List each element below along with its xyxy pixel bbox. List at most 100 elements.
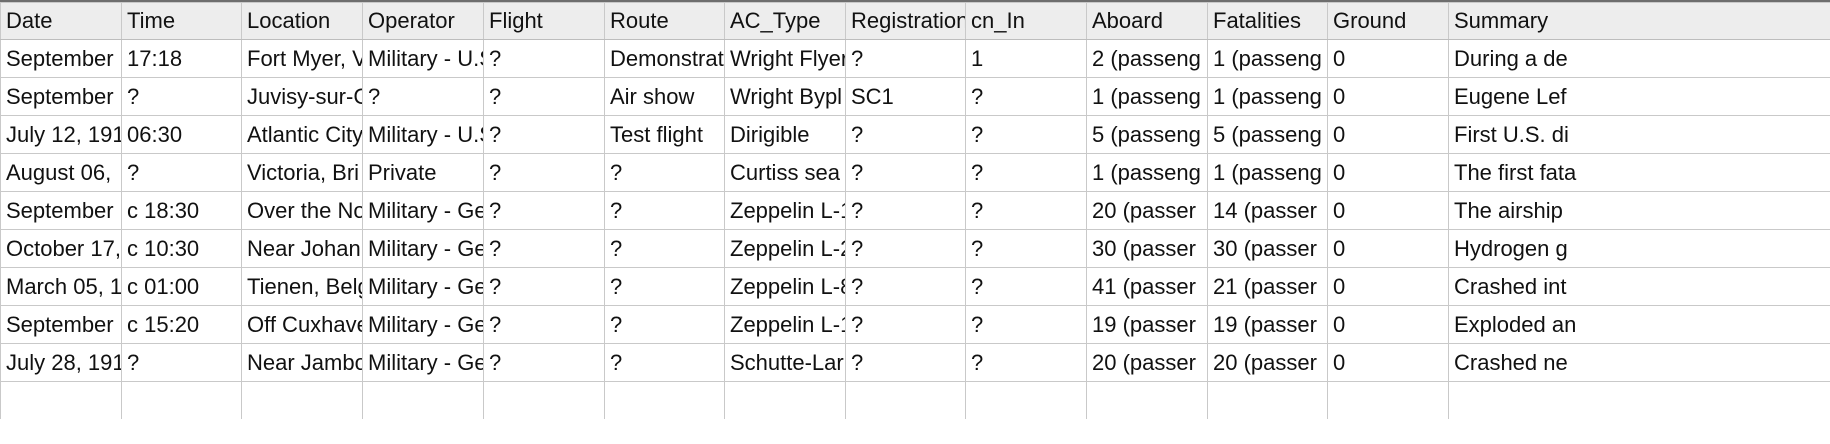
cell-flight[interactable]: ? [483, 343, 605, 382]
cell-fatalities[interactable]: 1 (passeng [1207, 77, 1328, 116]
column-header-route[interactable]: Route [604, 2, 725, 40]
cell-ac-type[interactable]: Wright Bypl [724, 77, 846, 116]
cell-fatalities[interactable]: 1 (passeng [1207, 153, 1328, 192]
cell-date[interactable] [0, 381, 122, 419]
cell-flight[interactable] [483, 381, 605, 419]
cell-time[interactable]: c 15:20 [121, 305, 242, 344]
cell-ac-type[interactable]: Zeppelin L-1 [724, 305, 846, 344]
cell-registration[interactable]: ? [845, 267, 966, 306]
cell-time[interactable]: ? [121, 343, 242, 382]
cell-time[interactable]: c 10:30 [121, 229, 242, 268]
column-header-operator[interactable]: Operator [362, 2, 484, 40]
cell-summary[interactable]: Exploded an [1448, 305, 1830, 344]
cell-registration[interactable]: SC1 [845, 77, 966, 116]
cell-fatalities[interactable]: 14 (passer [1207, 191, 1328, 230]
cell-aboard[interactable]: 20 (passer [1086, 343, 1208, 382]
column-header-registration[interactable]: Registration [845, 2, 966, 40]
cell-location[interactable] [241, 381, 363, 419]
cell-time[interactable]: 17:18 [121, 39, 242, 78]
cell-ac-type[interactable]: Dirigible [724, 115, 846, 154]
column-header-fatalities[interactable]: Fatalities [1207, 2, 1328, 40]
cell-date[interactable]: September [0, 39, 122, 78]
cell-registration[interactable]: ? [845, 229, 966, 268]
cell-location[interactable]: Off Cuxhave [241, 305, 363, 344]
cell-flight[interactable]: ? [483, 153, 605, 192]
cell-operator[interactable] [362, 381, 484, 419]
cell-ac-type[interactable]: Zeppelin L-1 [724, 191, 846, 230]
cell-aboard[interactable] [1086, 381, 1208, 419]
cell-cn-in[interactable]: 1 [965, 39, 1087, 78]
cell-operator[interactable]: Military - Ge [362, 229, 484, 268]
cell-cn-in[interactable]: ? [965, 153, 1087, 192]
column-header-cn-in[interactable]: cn_In [965, 2, 1087, 40]
cell-aboard[interactable]: 41 (passer [1086, 267, 1208, 306]
cell-ground[interactable]: 0 [1327, 39, 1449, 78]
cell-ground[interactable]: 0 [1327, 343, 1449, 382]
cell-flight[interactable]: ? [483, 191, 605, 230]
column-header-summary[interactable]: Summary [1448, 2, 1830, 40]
cell-location[interactable]: Victoria, Bri [241, 153, 363, 192]
cell-time[interactable]: c 01:00 [121, 267, 242, 306]
cell-route[interactable]: ? [604, 229, 725, 268]
column-header-time[interactable]: Time [121, 2, 242, 40]
cell-cn-in[interactable]: ? [965, 343, 1087, 382]
cell-flight[interactable]: ? [483, 267, 605, 306]
cell-aboard[interactable]: 30 (passer [1086, 229, 1208, 268]
column-header-ac-type[interactable]: AC_Type [724, 2, 846, 40]
cell-aboard[interactable]: 5 (passeng [1086, 115, 1208, 154]
cell-aboard[interactable]: 1 (passeng [1086, 153, 1208, 192]
cell-route[interactable]: ? [604, 153, 725, 192]
cell-date[interactable]: July 12, 191 [0, 115, 122, 154]
cell-cn-in[interactable]: ? [965, 267, 1087, 306]
cell-flight[interactable]: ? [483, 229, 605, 268]
cell-ground[interactable] [1327, 381, 1449, 419]
cell-fatalities[interactable]: 30 (passer [1207, 229, 1328, 268]
cell-flight[interactable]: ? [483, 115, 605, 154]
cell-fatalities[interactable]: 19 (passer [1207, 305, 1328, 344]
cell-ac-type[interactable]: Wright Flyer [724, 39, 846, 78]
cell-aboard[interactable]: 1 (passeng [1086, 77, 1208, 116]
cell-summary[interactable]: Eugene Lef [1448, 77, 1830, 116]
cell-date[interactable]: July 28, 191 [0, 343, 122, 382]
cell-summary[interactable]: The airship [1448, 191, 1830, 230]
cell-date[interactable]: September [0, 191, 122, 230]
cell-registration[interactable]: ? [845, 115, 966, 154]
cell-ground[interactable]: 0 [1327, 153, 1449, 192]
cell-cn-in[interactable]: ? [965, 305, 1087, 344]
cell-route[interactable]: Demonstrat [604, 39, 725, 78]
cell-cn-in[interactable] [965, 381, 1087, 419]
cell-location[interactable]: Over the No [241, 191, 363, 230]
cell-route[interactable] [604, 381, 725, 419]
cell-flight[interactable]: ? [483, 39, 605, 78]
cell-summary[interactable]: First U.S. di [1448, 115, 1830, 154]
cell-time[interactable]: ? [121, 153, 242, 192]
cell-ac-type[interactable]: Zeppelin L-8 [724, 267, 846, 306]
cell-fatalities[interactable]: 1 (passeng [1207, 39, 1328, 78]
cell-location[interactable]: Juvisy-sur-C [241, 77, 363, 116]
cell-operator[interactable]: Private [362, 153, 484, 192]
cell-cn-in[interactable]: ? [965, 191, 1087, 230]
cell-summary[interactable] [1448, 381, 1830, 419]
cell-location[interactable]: Atlantic City [241, 115, 363, 154]
cell-cn-in[interactable]: ? [965, 77, 1087, 116]
cell-operator[interactable]: Military - Ge [362, 267, 484, 306]
cell-date[interactable]: September [0, 77, 122, 116]
cell-time[interactable]: c 18:30 [121, 191, 242, 230]
cell-ground[interactable]: 0 [1327, 115, 1449, 154]
cell-operator[interactable]: Military - Ge [362, 191, 484, 230]
cell-aboard[interactable]: 2 (passeng [1086, 39, 1208, 78]
cell-registration[interactable]: ? [845, 153, 966, 192]
column-header-location[interactable]: Location [241, 2, 363, 40]
cell-aboard[interactable]: 19 (passer [1086, 305, 1208, 344]
cell-route[interactable]: Test flight [604, 115, 725, 154]
cell-ac-type[interactable]: Schutte-Lar [724, 343, 846, 382]
cell-time[interactable] [121, 381, 242, 419]
cell-ac-type[interactable]: Curtiss sea [724, 153, 846, 192]
cell-ac-type[interactable] [724, 381, 846, 419]
cell-ground[interactable]: 0 [1327, 229, 1449, 268]
cell-ground[interactable]: 0 [1327, 77, 1449, 116]
cell-location[interactable]: Near Jambo [241, 343, 363, 382]
cell-route[interactable]: ? [604, 343, 725, 382]
cell-fatalities[interactable]: 5 (passeng [1207, 115, 1328, 154]
cell-date[interactable]: October 17, [0, 229, 122, 268]
